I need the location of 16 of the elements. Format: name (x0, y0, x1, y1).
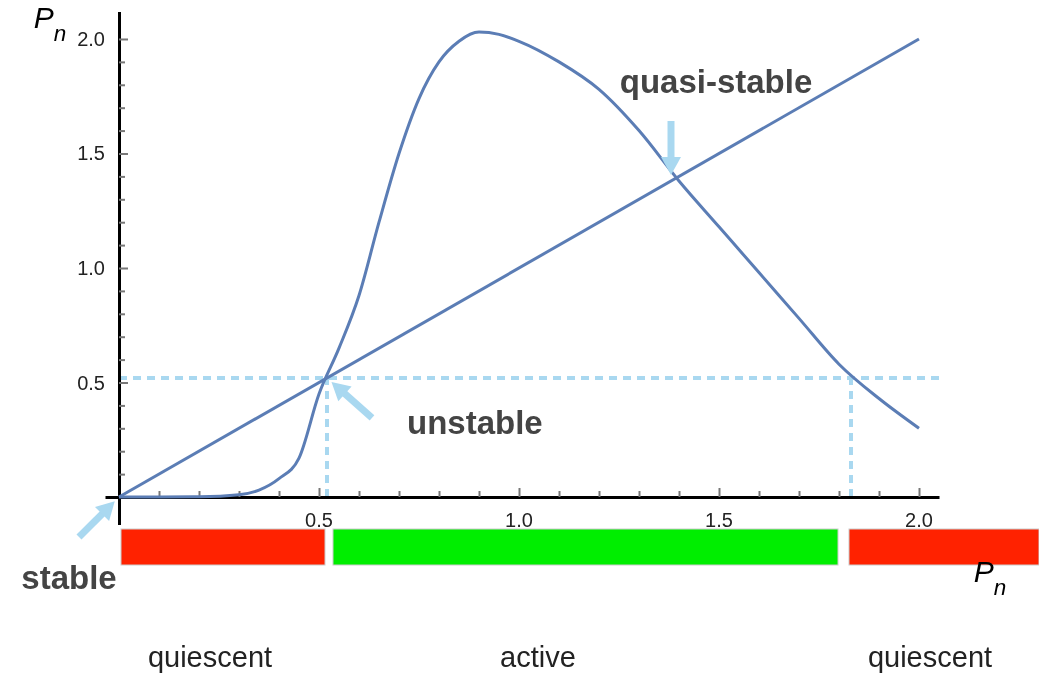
text: quiescent (867, 641, 993, 673)
text: active (500, 641, 576, 673)
annotation: unstable (407, 404, 543, 442)
y-tick-label: 0.5 (77, 371, 105, 394)
x-axis-title: P$_{n}$ (973, 555, 1007, 600)
annotation: quasi-stable (619, 62, 813, 100)
x-tick-label: 2.0 (905, 509, 933, 532)
x-tick-label: 1.0 (505, 509, 533, 532)
y-tick-label: 1.5 (77, 142, 105, 165)
x-tick-label: 1.5 (705, 509, 733, 532)
y-axis-title: P$_{n}$ (33, 1, 67, 46)
annotation: stable (21, 558, 117, 596)
y-tick-label: 2.0 (77, 27, 105, 50)
x-tick-label: 0.5 (305, 509, 333, 532)
y-tick-label: 1.0 (77, 257, 105, 279)
text: quiescent (147, 641, 273, 673)
